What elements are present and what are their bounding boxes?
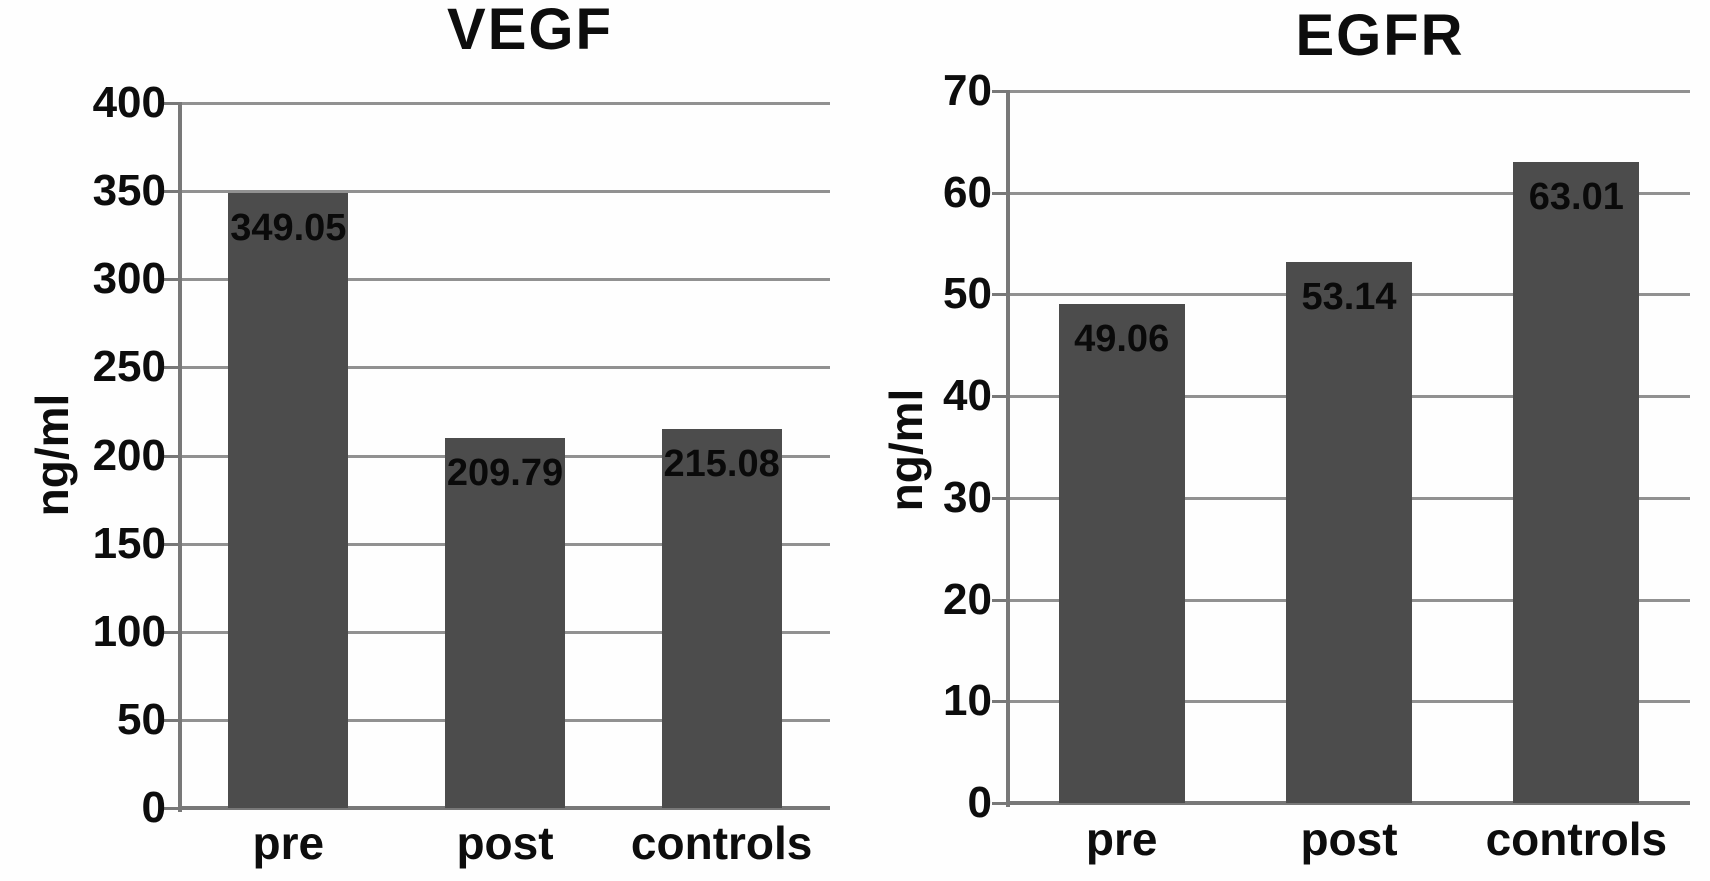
y-tick-label: 50 — [117, 694, 166, 744]
y-tick-mark — [992, 293, 1008, 297]
y-tick-label: 60 — [943, 167, 992, 217]
bar-controls: 215.08 — [661, 428, 782, 808]
y-tick-label: 300 — [92, 254, 166, 304]
y-tick-label: 0 — [967, 778, 992, 827]
y-tick-mark — [992, 191, 1008, 195]
gridline — [180, 366, 830, 370]
bar-post: 209.79 — [444, 438, 566, 808]
bar-controls: 63.01 — [1513, 162, 1640, 803]
bar-pre: 49.06 — [1058, 303, 1185, 803]
y-tick-mark — [992, 802, 1008, 805]
chart-title-egfr: EGFR — [1295, 3, 1465, 68]
y-tick-label: 150 — [92, 518, 166, 568]
x-tick-label-post: post — [1300, 813, 1398, 865]
x-tick-label-post: post — [456, 817, 554, 869]
y-tick-mark — [164, 807, 180, 810]
y-tick-label: 50 — [943, 269, 992, 319]
x-axis-baseline — [1008, 801, 1690, 805]
y-tick-label: 40 — [943, 371, 992, 421]
y-tick-mark — [992, 700, 1008, 704]
y-tick-label: 10 — [943, 676, 992, 726]
gridline — [1008, 191, 1690, 195]
y-axis-line — [178, 102, 182, 812]
chart-title-vegf: VEGF — [447, 0, 613, 62]
bar-pre: 349.05 — [228, 192, 349, 808]
y-tick-mark — [164, 278, 180, 282]
y-tick-label: 70 — [943, 66, 992, 115]
bar-post: 53.14 — [1285, 262, 1413, 803]
x-tick-label-controls: controls — [1485, 813, 1668, 865]
y-tick-mark — [164, 630, 180, 634]
y-tick-mark — [992, 598, 1008, 602]
x-tick-label-pre: pre — [252, 817, 325, 869]
y-tick-label: 250 — [92, 342, 166, 392]
gridline — [180, 102, 830, 105]
bar-value-label: 49.06 — [1074, 317, 1170, 360]
y-tick-label: 200 — [92, 430, 166, 480]
y-tick-mark — [164, 542, 180, 546]
y-tick-mark — [992, 395, 1008, 399]
y-tick-mark — [164, 190, 180, 194]
bar-value-label: 349.05 — [230, 206, 347, 249]
y-tick-mark — [992, 90, 1008, 93]
y-tick-label: 350 — [92, 166, 166, 216]
y-tick-label: 400 — [92, 78, 166, 127]
y-axis-line — [1006, 90, 1010, 807]
y-tick-label: 20 — [943, 574, 992, 624]
gridline — [180, 278, 830, 282]
bar-value-label: 209.79 — [446, 452, 564, 495]
y-tick-label: 100 — [92, 606, 166, 656]
y-tick-mark — [164, 102, 180, 105]
bar-value-label: 215.08 — [663, 442, 780, 485]
gridline — [1008, 90, 1690, 93]
bar-value-label: 53.14 — [1301, 276, 1397, 319]
x-axis-baseline — [180, 806, 830, 810]
y-tick-mark — [164, 718, 180, 722]
y-tick-mark — [164, 454, 180, 458]
y-tick-label: 0 — [141, 783, 166, 832]
y-tick-label: 30 — [943, 472, 992, 522]
bar-value-label: 63.01 — [1528, 176, 1624, 219]
y-tick-mark — [164, 366, 180, 370]
x-tick-label-controls: controls — [630, 817, 813, 869]
x-tick-label-pre: pre — [1085, 813, 1158, 865]
y-tick-mark — [992, 496, 1008, 500]
gridline — [180, 190, 830, 194]
